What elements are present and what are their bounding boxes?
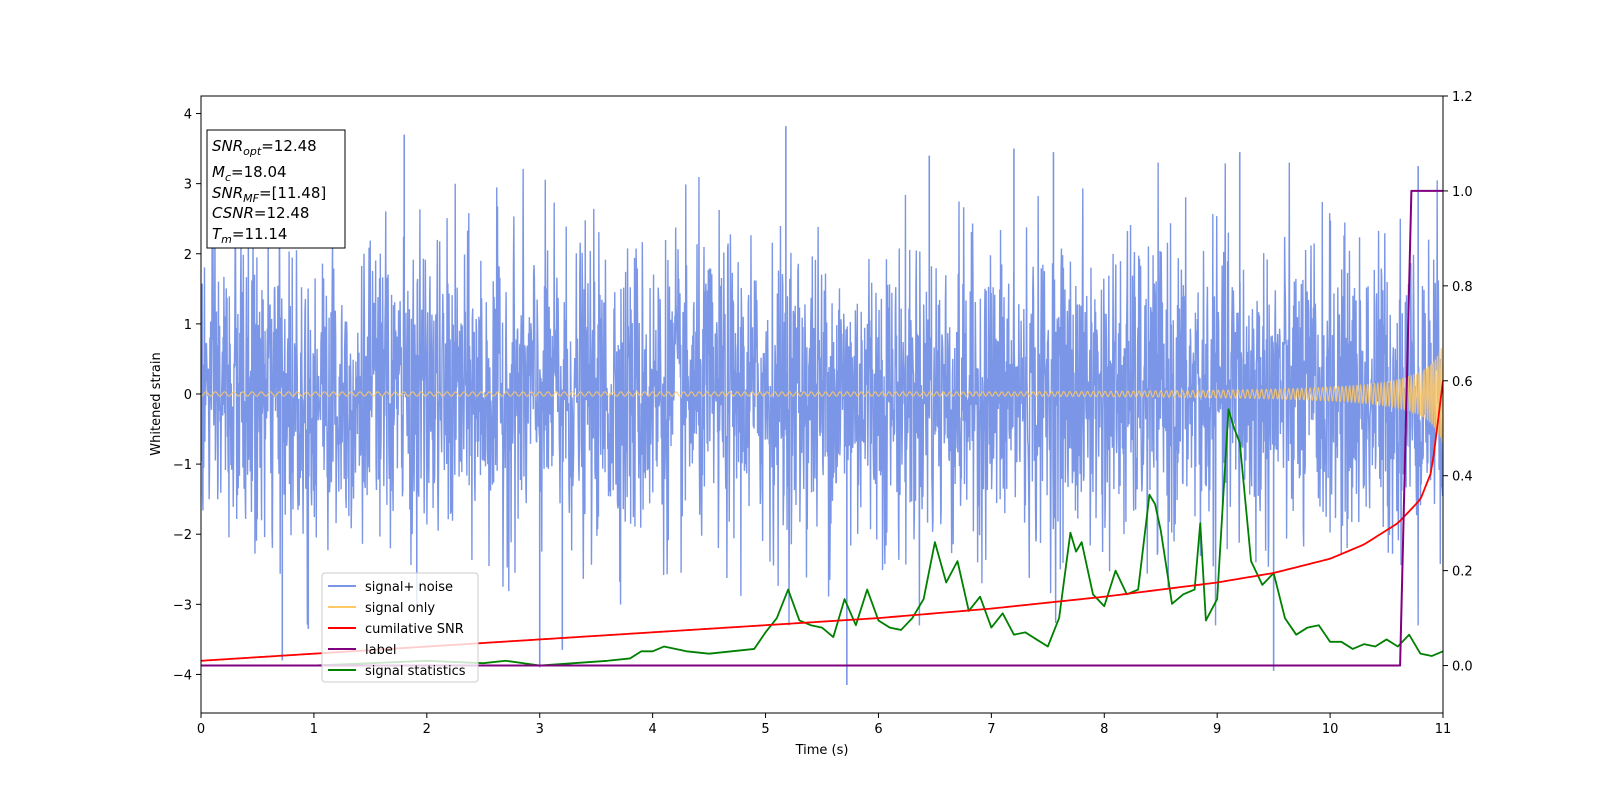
info-value: =12.48: [261, 137, 317, 155]
info-value: =12.48: [254, 204, 310, 222]
info-line: Mc=18.04: [212, 163, 287, 184]
info-line: SNRMF=[11.48]: [212, 184, 326, 205]
legend: signal+ noise signal only cumilative SNR la…: [321, 572, 479, 683]
y-left-tick-label: −1: [173, 458, 192, 473]
info-subscript: MF: [243, 192, 259, 205]
x-tick-label: 5: [761, 722, 769, 737]
y-axis-right: 0.0 0.2 0.4 0.6 0.8 1.0 1.2: [1443, 90, 1473, 675]
info-var: T: [212, 225, 223, 243]
info-var: SNR: [212, 137, 243, 155]
y-left-tick-label: 4: [184, 108, 192, 123]
info-subscript: opt: [243, 145, 262, 158]
info-line: CSNR=12.48: [212, 204, 309, 222]
info-line: SNRopt=12.48: [212, 137, 317, 158]
y-left-tick-label: 2: [184, 248, 192, 263]
info-box: SNRopt=12.48Mc=18.04SNRMF=[11.48]CSNR=12…: [206, 129, 346, 249]
x-tick-label: 4: [648, 722, 656, 737]
y-right-tick-label: 0.8: [1452, 280, 1473, 295]
legend-frame: [321, 572, 479, 683]
info-line: Tm=11.14: [212, 225, 287, 246]
legend-entry: signal+ noise: [365, 580, 453, 595]
x-tick-label: 6: [874, 722, 882, 737]
series-layer: [201, 126, 1443, 685]
y-right-tick-label: 0.2: [1452, 565, 1473, 580]
legend-entry: signal only: [365, 601, 435, 616]
info-subscript: m: [221, 233, 232, 246]
x-tick-label: 10: [1322, 722, 1339, 737]
info-box-frame: [206, 129, 346, 249]
y-left-tick-label: −3: [173, 598, 192, 613]
x-axis: 0 1 2 3 4 5 6 7 8 9 10 11: [197, 713, 1451, 737]
x-tick-label: 2: [423, 722, 431, 737]
x-tick-label: 1: [310, 722, 318, 737]
x-tick-label: 8: [1100, 722, 1108, 737]
x-axis-label: Time (s): [795, 743, 849, 758]
legend-entry: signal statistics: [365, 664, 466, 679]
info-value: =[11.48]: [259, 184, 326, 202]
x-tick-label: 11: [1435, 722, 1452, 737]
y-left-tick-label: 0: [184, 388, 192, 403]
y-left-tick-label: 1: [184, 318, 192, 333]
series-signal-noise-line: [201, 162, 1443, 626]
y-right-tick-label: 0.4: [1452, 470, 1473, 485]
y-left-tick-label: −4: [173, 668, 192, 683]
y-right-tick-label: 0.0: [1452, 660, 1473, 675]
info-var: M: [212, 163, 225, 181]
y-left-tick-label: −2: [173, 528, 192, 543]
x-tick-label: 9: [1213, 722, 1221, 737]
legend-entry: cumilative SNR: [365, 622, 464, 637]
info-value: =18.04: [231, 163, 287, 181]
y-axis-label: Whitened strain: [149, 352, 164, 455]
x-tick-label: 7: [987, 722, 995, 737]
info-var: SNR: [212, 184, 243, 202]
series-label-line: [201, 189, 1443, 667]
series-signal-statistics-line: [201, 408, 1443, 667]
y-right-tick-label: 1.0: [1452, 185, 1473, 200]
plot-frame: [200, 95, 1444, 714]
y-right-tick-label: 0.6: [1452, 375, 1473, 390]
legend-entry: label: [365, 643, 396, 658]
y-axis-left: −4 −3 −2 −1 0 1 2 3 4: [173, 108, 201, 683]
y-right-tick-label: 1.2: [1452, 90, 1473, 105]
info-value: =11.14: [232, 225, 288, 243]
info-subscript: c: [225, 171, 231, 184]
y-left-tick-label: 3: [184, 178, 192, 193]
info-var: CSNR: [212, 204, 254, 222]
x-tick-label: 3: [536, 722, 544, 737]
series-signal-only-line: [201, 345, 1443, 443]
x-tick-label: 0: [197, 722, 205, 737]
